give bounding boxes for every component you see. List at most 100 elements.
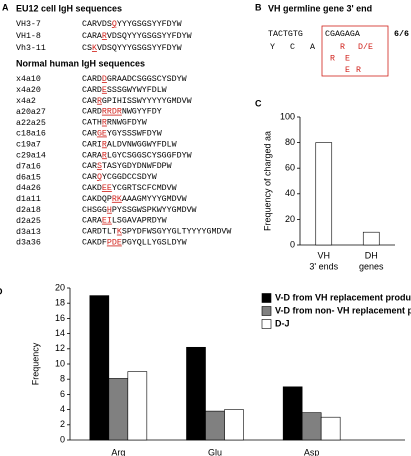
sequence: CAKDQPRKAAAGMYYYGMDVW bbox=[82, 195, 187, 204]
section-title: VH germline gene 3' end bbox=[268, 3, 372, 13]
sequence-part: YCGGDCCSDYW bbox=[102, 173, 157, 182]
amino-acid: R bbox=[340, 43, 345, 52]
charged-residue: PDE bbox=[107, 239, 122, 248]
sequence-name: c29a14 bbox=[16, 151, 46, 160]
charged-residue: D bbox=[102, 75, 107, 84]
sequence-part: CAR bbox=[82, 130, 97, 139]
legend-label: V-D from VH replacement products bbox=[275, 292, 411, 302]
sequence-part: PYSSGWSPKWYYGMDVW bbox=[112, 206, 197, 215]
x-tick-label: genes bbox=[359, 261, 384, 271]
sequence: CARSTASYGDYDNWFDPW bbox=[82, 162, 172, 171]
sequence-part: RNWGFDYW bbox=[107, 119, 147, 128]
sequence-part: CARA bbox=[82, 32, 102, 41]
y-axis-label: Frequency bbox=[30, 342, 40, 385]
y-tick-label: 6 bbox=[60, 389, 65, 399]
sequence: CARARLGYCSGGSCYSGGFDYW bbox=[82, 151, 192, 160]
sequence-part: CARD bbox=[82, 75, 102, 84]
sequence-part: CARA bbox=[82, 217, 102, 226]
sequence: CARDESSSGWYWYFDLW bbox=[82, 86, 167, 95]
sequence-name: VH3-7 bbox=[16, 20, 41, 29]
bar bbox=[186, 346, 206, 441]
y-axis-label: Frequency of charged aa bbox=[262, 131, 272, 231]
sequence-name: d2a25 bbox=[16, 216, 41, 226]
sequence-part: CAR bbox=[82, 162, 97, 171]
amino-acid: R bbox=[356, 66, 361, 75]
x-tick-label: DH bbox=[365, 250, 378, 260]
charged-residue: K bbox=[92, 44, 97, 53]
y-tick-label: 14 bbox=[55, 328, 65, 338]
sequence-part: CAR bbox=[82, 173, 97, 182]
bar bbox=[89, 295, 110, 441]
panel-label: A bbox=[2, 2, 9, 12]
sequence: CARDDGRAADCSGGSCYSDYW bbox=[82, 75, 187, 84]
sequence-part: TASYGDYDNWFDPW bbox=[102, 162, 172, 171]
sequence: CARRGPIHISSWYYYYYGMDVW bbox=[82, 97, 192, 106]
sequence-part: CAKD bbox=[82, 184, 102, 193]
sequence: CARQYCGGDCCSDYW bbox=[82, 173, 157, 182]
amino-acid: Y bbox=[270, 43, 275, 52]
sequence-name: d1a11 bbox=[16, 194, 41, 204]
sequence-part: VDSQYYYGSGSYYFDYW bbox=[97, 44, 182, 53]
amino-acid: R bbox=[330, 55, 335, 64]
y-tick-label: 20 bbox=[285, 214, 295, 224]
sequence-name: x4a10 bbox=[16, 75, 41, 84]
legend-swatch bbox=[261, 319, 272, 329]
sequence-part: GPIHISSWYYYYYGMDVW bbox=[102, 97, 192, 106]
x-tick-label: Asp bbox=[304, 447, 320, 456]
sequence: CHSGGHPYSSGWSPKWYYGMDVW bbox=[82, 206, 197, 215]
y-tick-label: 12 bbox=[55, 343, 65, 353]
y-tick-label: 10 bbox=[55, 358, 65, 368]
panel-label: B bbox=[255, 2, 262, 12]
legend-label: V-D from non- VH replacement products bbox=[275, 305, 411, 315]
sequence-part: CAR bbox=[82, 97, 97, 106]
y-tick-label: 0 bbox=[60, 434, 65, 444]
y-tick-label: 40 bbox=[285, 188, 295, 198]
y-tick-label: 8 bbox=[60, 374, 65, 384]
legend-label: D-J bbox=[275, 318, 290, 328]
sequence-name: VH1-8 bbox=[16, 32, 41, 41]
sequence-name: c18a16 bbox=[16, 130, 46, 139]
charged-residue: GE bbox=[97, 130, 107, 139]
sequence-part: GRAADCSGGSCYSDYW bbox=[107, 75, 187, 84]
bar bbox=[301, 412, 322, 441]
charged-residue: Q bbox=[112, 20, 117, 29]
y-tick-label: 60 bbox=[285, 163, 295, 173]
sequence-part: CARD bbox=[82, 86, 102, 95]
sequence: CARARVDSQYYYGSGSYYFDYW bbox=[82, 32, 192, 41]
sequence-name: d3a36 bbox=[16, 238, 41, 248]
sequence-part: CARDTLT bbox=[82, 228, 117, 237]
charged-residue: R bbox=[102, 32, 107, 41]
sequence-name: x4a20 bbox=[16, 86, 41, 95]
y-tick-label: 80 bbox=[285, 137, 295, 147]
sequence-part: CARD bbox=[82, 108, 102, 117]
legend-swatch bbox=[261, 293, 272, 303]
sequence-name: d7a16 bbox=[16, 161, 41, 171]
x-tick-label: Glu bbox=[208, 447, 222, 456]
charged-residue: RK bbox=[112, 195, 122, 204]
sequence-name: d2a18 bbox=[16, 205, 41, 215]
charged-residue: RRDR bbox=[102, 108, 122, 117]
sequence-part: CARI bbox=[82, 141, 102, 150]
charged-residue: R bbox=[97, 97, 102, 106]
sequence: CARDTLTKSPYDFWSGYYGLTYYYYGMDVW bbox=[82, 228, 231, 237]
x-tick-label: Arg bbox=[111, 447, 125, 456]
sequence-part: VDSQYYYGSGSYYFDYW bbox=[107, 32, 192, 41]
bar bbox=[224, 409, 244, 441]
charged-residue: K bbox=[117, 228, 122, 237]
sequence-part: CHSGG bbox=[82, 206, 107, 215]
legend-swatch bbox=[261, 306, 272, 316]
panel-label: C bbox=[255, 98, 262, 108]
charged-residue: R bbox=[102, 141, 107, 150]
sequence-name: x4a2 bbox=[16, 97, 36, 106]
bar bbox=[282, 386, 303, 441]
charged-residue: R bbox=[102, 119, 107, 128]
sequence-name: d4a26 bbox=[16, 183, 41, 193]
y-tick-label: 2 bbox=[60, 419, 65, 429]
sequence-part: CAKDF bbox=[82, 239, 107, 248]
sequence-part: NWGYYFDY bbox=[122, 108, 162, 117]
sequence-name: a20a27 bbox=[16, 108, 46, 117]
sequence-name: d6a15 bbox=[16, 172, 41, 182]
charged-residue: EI bbox=[102, 217, 112, 226]
sequence-part: AAAGMYYYGMDVW bbox=[122, 195, 187, 204]
amino-acid: C bbox=[290, 43, 295, 52]
